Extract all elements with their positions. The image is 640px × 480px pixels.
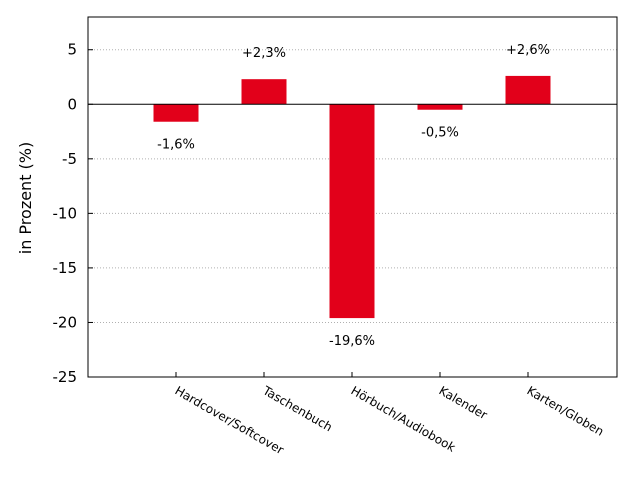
bar bbox=[417, 104, 463, 110]
bar bbox=[505, 75, 551, 105]
bar bbox=[153, 104, 199, 122]
bar bbox=[329, 104, 375, 319]
category-label: Taschenbuch bbox=[260, 383, 335, 434]
category-label: Karten/Globen bbox=[525, 383, 607, 438]
data-label: +2,3% bbox=[242, 46, 286, 61]
data-label: +2,6% bbox=[506, 43, 550, 58]
y-tick-label: -10 bbox=[53, 204, 78, 222]
data-label: -19,6% bbox=[329, 334, 375, 349]
y-axis-ticks: 5 0 -5 -10 -15 -20 -25 bbox=[53, 41, 93, 386]
data-labels: -1,6% +2,3% -19,6% -0,5% +2,6% bbox=[157, 43, 550, 349]
y-tick-label: 5 bbox=[67, 41, 77, 59]
bar bbox=[241, 79, 287, 105]
data-label: -1,6% bbox=[157, 138, 195, 153]
y-tick-label: 0 bbox=[67, 95, 77, 113]
y-tick-label: -25 bbox=[53, 368, 78, 386]
y-tick-label: -20 bbox=[53, 313, 78, 331]
category-label: Kalender bbox=[437, 383, 490, 422]
bars bbox=[153, 75, 551, 319]
y-axis-label: in Prozent (%) bbox=[16, 142, 35, 254]
y-tick-label: -15 bbox=[53, 259, 78, 277]
y-tick-label: -5 bbox=[62, 150, 77, 168]
data-label: -0,5% bbox=[421, 126, 459, 141]
